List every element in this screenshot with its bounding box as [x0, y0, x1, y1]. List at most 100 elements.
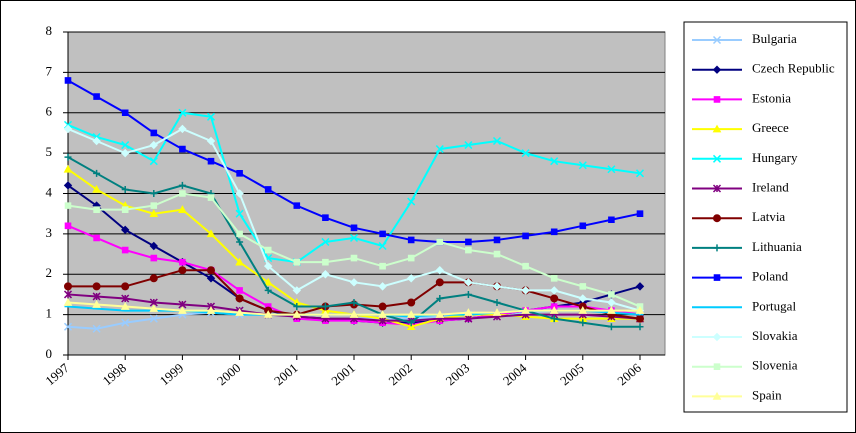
marker: [121, 294, 130, 303]
marker: [608, 216, 615, 224]
marker: [321, 303, 329, 311]
marker: [263, 310, 273, 318]
marker: [436, 238, 444, 246]
legend-marker: [712, 332, 722, 342]
marker: [293, 258, 301, 266]
marker: [63, 164, 73, 173]
marker: [178, 124, 187, 134]
marker: [121, 141, 130, 150]
marker: [350, 299, 358, 307]
marker: [436, 294, 444, 302]
marker: [92, 300, 101, 308]
y-tick-label: 0: [46, 346, 53, 361]
legend-label: Hungary: [752, 150, 798, 165]
marker: [120, 302, 130, 310]
marker: [178, 108, 187, 117]
marker: [349, 233, 359, 242]
legend-marker: [712, 391, 722, 400]
marker: [264, 186, 272, 193]
marker: [64, 202, 72, 209]
marker: [149, 241, 159, 251]
marker: [121, 109, 129, 117]
marker: [607, 165, 616, 174]
marker: [550, 274, 558, 282]
marker: [206, 306, 216, 314]
marker: [349, 278, 359, 287]
marker: [435, 145, 444, 154]
marker: [264, 246, 272, 254]
marker: [178, 306, 187, 314]
y-tick-label: 4: [46, 184, 53, 199]
legend-label: Lithuania: [752, 239, 802, 254]
marker: [92, 184, 101, 193]
marker: [206, 136, 216, 146]
marker: [149, 314, 158, 323]
marker: [464, 308, 473, 316]
legend-marker: [712, 65, 722, 74]
marker: [378, 310, 387, 318]
marker: [178, 181, 186, 189]
marker: [235, 189, 244, 198]
marker: [292, 310, 302, 318]
series: [63, 297, 645, 318]
y-tick-label: 6: [46, 104, 53, 119]
legend-marker: [713, 363, 721, 370]
marker: [149, 304, 159, 312]
marker: [121, 318, 130, 327]
marker: [407, 236, 415, 244]
legend-marker: [712, 35, 722, 45]
marker: [635, 306, 645, 314]
marker: [550, 294, 559, 303]
y-tick-label: 3: [46, 225, 53, 240]
marker: [378, 302, 387, 311]
marker: [636, 323, 644, 331]
marker: [236, 230, 243, 238]
marker: [522, 232, 529, 240]
marker: [93, 169, 101, 177]
y-tick-label: 8: [46, 23, 53, 38]
marker: [549, 306, 559, 314]
marker: [263, 261, 273, 271]
legend-label: Slovakia: [752, 328, 798, 343]
marker: [579, 283, 587, 290]
marker: [607, 323, 615, 331]
marker: [435, 278, 444, 287]
marker: [263, 277, 273, 286]
marker: [493, 236, 501, 244]
marker: [150, 129, 158, 137]
marker: [63, 290, 73, 299]
marker: [236, 238, 244, 246]
y-tick-label: 1: [46, 306, 53, 321]
marker: [607, 306, 616, 314]
marker: [92, 292, 101, 301]
marker: [120, 148, 130, 158]
legend-label: Estonia: [752, 90, 791, 105]
marker: [63, 124, 73, 134]
marker: [378, 282, 387, 291]
marker: [206, 274, 216, 283]
marker: [149, 209, 159, 217]
marker: [121, 206, 129, 213]
legend-label: Ireland: [752, 179, 789, 194]
marker: [550, 315, 558, 323]
marker: [636, 314, 644, 323]
marker: [150, 202, 158, 209]
marker: [579, 222, 587, 230]
marker: [435, 310, 445, 318]
marker: [435, 266, 445, 275]
marker: [350, 254, 358, 262]
marker: [149, 140, 159, 150]
marker: [121, 282, 130, 291]
y-tick-label: 7: [46, 63, 53, 78]
marker: [63, 322, 73, 331]
legend-label: Czech Republic: [752, 61, 835, 76]
marker: [235, 294, 244, 303]
marker: [550, 228, 558, 236]
marker: [464, 278, 473, 287]
marker: [378, 316, 387, 325]
marker: [407, 254, 415, 262]
legend-label: Greece: [752, 120, 789, 135]
marker: [235, 308, 244, 316]
marker: [464, 141, 473, 150]
legend-label: Bulgaria: [752, 31, 797, 46]
